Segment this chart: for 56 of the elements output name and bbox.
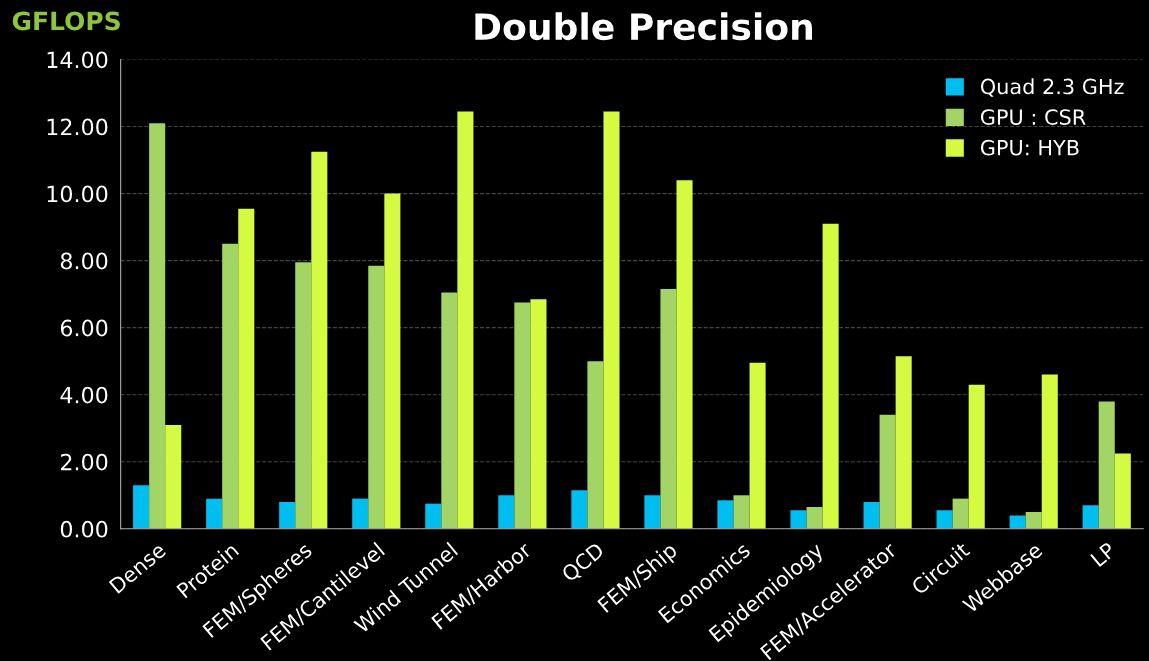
bar (368, 265, 385, 529)
bar (603, 111, 620, 529)
legend-label: GPU: HYB (980, 139, 1079, 156)
legend-label: GPU : CSR (980, 109, 1086, 125)
bar (1098, 401, 1115, 529)
y-tick-label: 10.00 (47, 185, 108, 203)
y-tick-label: 6.00 (60, 319, 108, 337)
bar (895, 356, 912, 529)
bar (352, 498, 369, 529)
bar (384, 193, 401, 529)
bar (1114, 453, 1131, 529)
y-axis-title: GFLOPS (12, 11, 120, 31)
bar (660, 289, 677, 529)
bar (238, 208, 255, 529)
bar (311, 151, 328, 529)
bar (279, 501, 296, 529)
y-tick-label: 0.00 (60, 520, 108, 538)
bar (457, 111, 474, 529)
bar (733, 495, 750, 529)
bar (863, 501, 880, 529)
bar (441, 292, 458, 529)
bar (749, 362, 766, 529)
bar (165, 424, 182, 529)
bar (1082, 505, 1099, 529)
bar (133, 485, 150, 529)
bar (295, 262, 312, 529)
bar (676, 180, 693, 529)
bar (425, 503, 442, 529)
bar (498, 495, 515, 529)
bar (222, 243, 239, 529)
y-tick-label: 14.00 (47, 51, 108, 69)
y-tick-label: 4.00 (60, 386, 108, 404)
legend-label: Quad 2.3 GHz (980, 78, 1124, 97)
y-tick-label: 2.00 (60, 453, 108, 471)
bar (936, 510, 953, 529)
bar (806, 507, 823, 529)
bar (530, 299, 547, 529)
chart-title: Double Precision (475, 12, 812, 41)
y-tick-label: 8.00 (60, 252, 108, 270)
y-tick-label: 12.00 (47, 118, 108, 136)
bar (587, 361, 604, 529)
bar (717, 500, 734, 529)
bar (1041, 374, 1058, 529)
bar (206, 498, 223, 529)
bar (879, 414, 896, 529)
bar (952, 498, 969, 529)
bar (514, 302, 531, 529)
bar (1025, 512, 1042, 529)
bar (571, 490, 588, 529)
bar (1009, 515, 1026, 529)
bar (822, 223, 839, 529)
x-tick-label: LP (1090, 541, 1117, 567)
bar (790, 510, 807, 529)
bar (644, 495, 661, 529)
bar (149, 123, 166, 529)
bar (968, 384, 985, 529)
